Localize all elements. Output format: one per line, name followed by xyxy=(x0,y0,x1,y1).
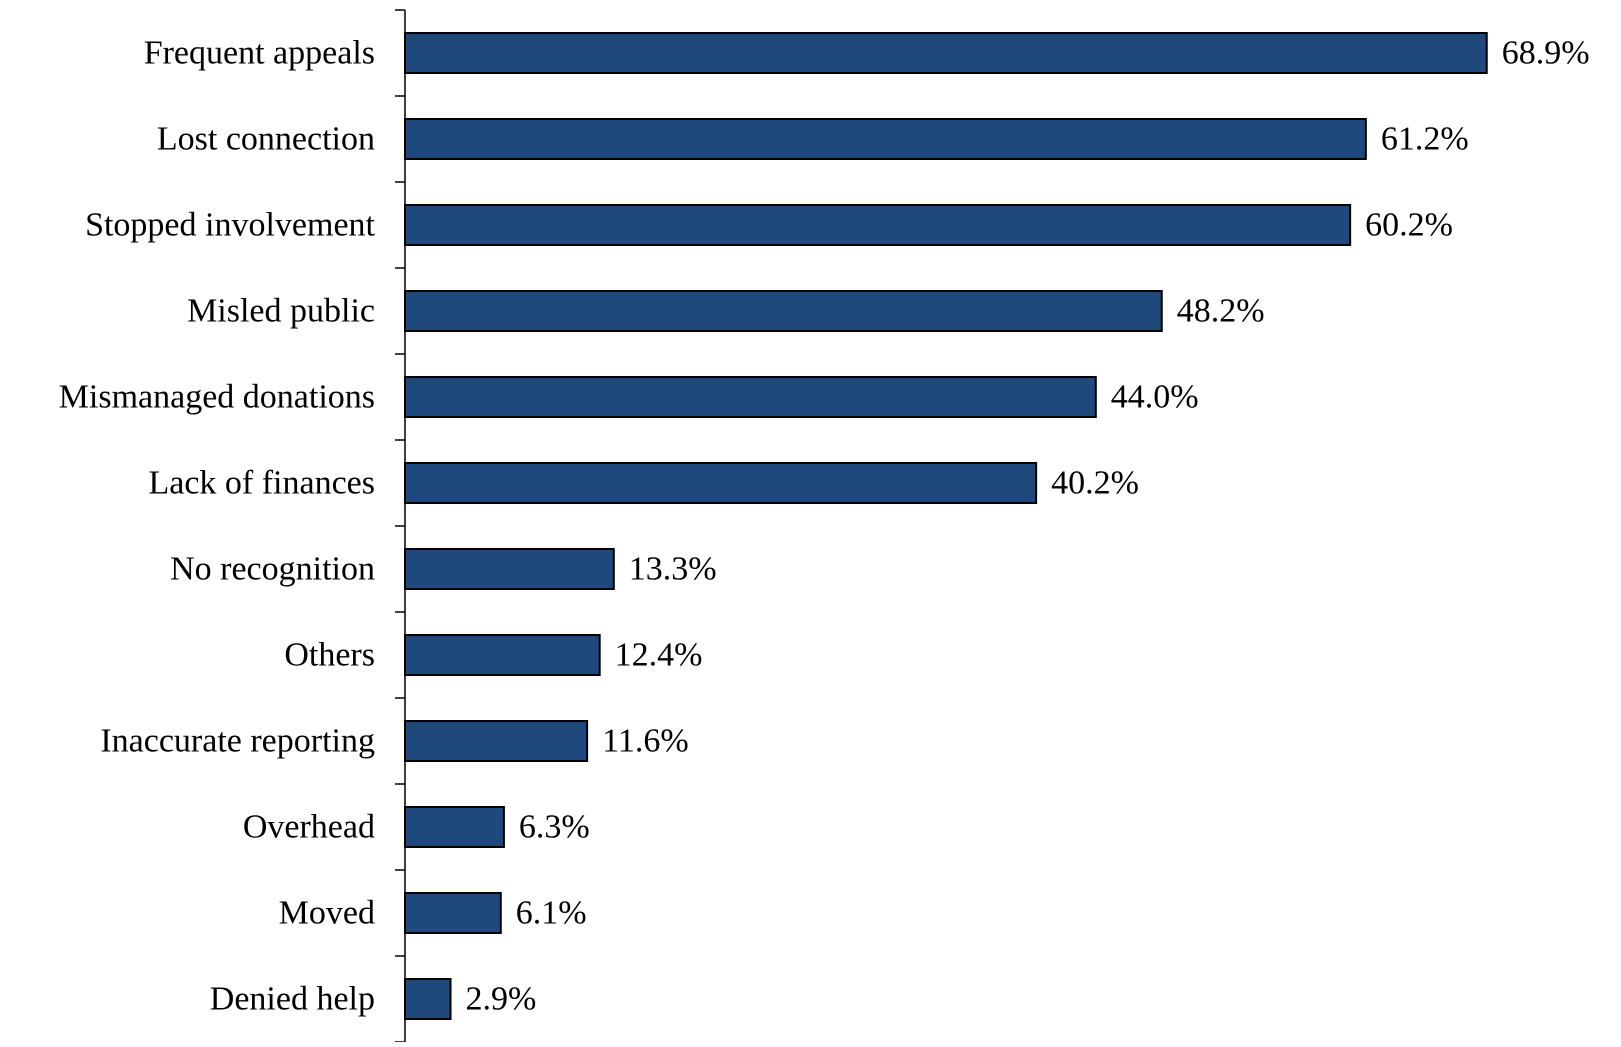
bar-no-recognition xyxy=(404,548,615,590)
value-label-inaccurate-reporting: 11.6% xyxy=(602,723,689,760)
category-labels: Frequent appeals Lost connection Stopped i… xyxy=(59,35,376,1018)
value-label-frequent-appeals: 68.9% xyxy=(1502,35,1590,72)
bar-lost-connection xyxy=(404,118,1367,160)
category-label-no-recognition: No recognition xyxy=(170,551,375,588)
category-label-moved: Moved xyxy=(279,895,375,932)
bar-others xyxy=(404,634,601,676)
bar-denied-help xyxy=(404,978,452,1020)
category-label-overhead: Overhead xyxy=(243,809,375,846)
category-label-lost-connection: Lost connection xyxy=(157,121,375,158)
category-label-mismanaged-donations: Mismanaged donations xyxy=(59,379,375,416)
category-label-frequent-appeals: Frequent appeals xyxy=(144,35,375,72)
bar-mismanaged-donations xyxy=(404,376,1097,418)
bar-stopped-involvement xyxy=(404,204,1352,246)
category-label-lack-of-finances: Lack of finances xyxy=(148,465,375,502)
value-label-moved: 6.1% xyxy=(516,895,587,932)
value-label-lost-connection: 61.2% xyxy=(1381,121,1469,158)
bar-misled-public xyxy=(404,290,1163,332)
bar-frequent-appeals xyxy=(404,32,1488,74)
value-label-lack-of-finances: 40.2% xyxy=(1051,465,1139,502)
value-label-mismanaged-donations: 44.0% xyxy=(1111,379,1199,416)
bars-layer xyxy=(404,32,1488,1020)
category-label-inaccurate-reporting: Inaccurate reporting xyxy=(100,723,375,760)
category-label-denied-help: Denied help xyxy=(210,981,375,1018)
category-label-stopped-involvement: Stopped involvement xyxy=(85,207,375,244)
value-label-others: 12.4% xyxy=(615,637,703,674)
category-label-misled-public: Misled public xyxy=(187,293,375,330)
value-label-misled-public: 48.2% xyxy=(1177,293,1265,330)
category-label-others: Others xyxy=(284,637,375,674)
value-labels: 68.9% 61.2% 60.2% 48.2% 44.0% 40.2% 13.3% 12.4%… xyxy=(466,35,1590,1018)
value-label-denied-help: 2.9% xyxy=(466,981,537,1018)
y-axis xyxy=(395,9,406,1043)
bar-inaccurate-reporting xyxy=(404,720,589,762)
bar-overhead xyxy=(404,806,505,848)
bar-lack-of-finances xyxy=(404,462,1038,504)
value-label-no-recognition: 13.3% xyxy=(629,551,717,588)
bar-moved xyxy=(404,892,502,934)
value-label-overhead: 6.3% xyxy=(519,809,590,846)
value-label-stopped-involvement: 60.2% xyxy=(1365,207,1453,244)
